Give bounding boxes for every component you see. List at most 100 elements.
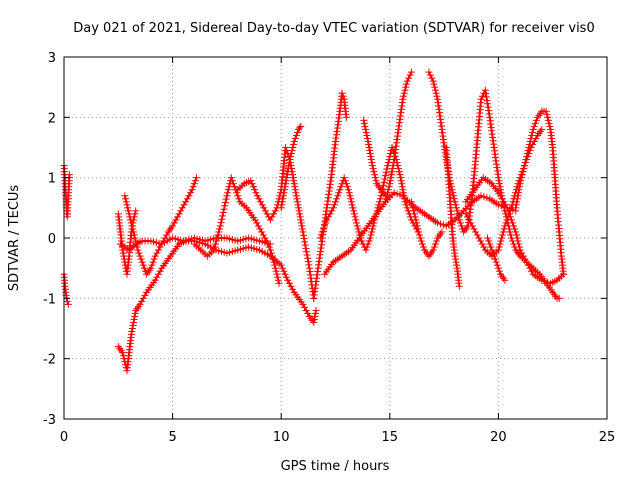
- data-point: [497, 237, 505, 245]
- data-point: [386, 177, 394, 185]
- data-point: [381, 172, 389, 180]
- x-tick-label: 20: [490, 430, 507, 445]
- data-point: [348, 201, 356, 209]
- data-point: [384, 189, 392, 197]
- data-point: [272, 267, 280, 275]
- data-point: [338, 89, 346, 97]
- data-point: [268, 213, 276, 221]
- data-point: [511, 225, 519, 233]
- data-point: [426, 71, 434, 79]
- data-point: [451, 198, 459, 206]
- data-point: [412, 216, 420, 224]
- data-point: [124, 204, 132, 212]
- data-point: [512, 201, 520, 209]
- y-axis-label: SDTVAR / TECUs: [7, 185, 22, 292]
- data-point: [169, 222, 177, 230]
- data-point: [255, 195, 263, 203]
- data-point: [432, 89, 440, 97]
- data-point: [298, 225, 306, 233]
- series-trace-21: [512, 107, 568, 278]
- data-point: [154, 246, 162, 254]
- data-point: [124, 207, 132, 215]
- data-point: [478, 240, 486, 248]
- data-point: [270, 210, 278, 218]
- data-point: [495, 243, 503, 251]
- data-point: [514, 192, 522, 200]
- data-point: [282, 180, 290, 188]
- data-point: [396, 171, 404, 179]
- series-trace-8: [234, 144, 318, 302]
- data-point: [483, 194, 491, 202]
- data-point: [408, 68, 416, 76]
- data-point: [538, 276, 546, 284]
- data-point: [368, 162, 376, 170]
- data-point: [429, 77, 437, 85]
- data-point: [388, 168, 396, 176]
- data-point: [131, 309, 139, 317]
- data-point: [513, 234, 521, 242]
- data-point: [337, 183, 345, 191]
- data-point: [455, 213, 463, 221]
- data-point: [389, 165, 397, 173]
- data-point: [129, 225, 137, 233]
- data-point: [394, 165, 402, 173]
- data-point: [520, 165, 528, 173]
- data-point: [147, 264, 155, 272]
- data-point: [495, 267, 503, 275]
- data-point: [398, 183, 406, 191]
- data-point: [127, 216, 135, 224]
- data-point: [384, 186, 392, 194]
- data-point: [409, 204, 417, 212]
- data-point: [311, 312, 319, 320]
- x-tick-label: 25: [599, 430, 616, 445]
- data-point: [390, 159, 398, 167]
- data-point: [153, 273, 161, 281]
- data-point: [302, 244, 310, 252]
- data-point: [371, 174, 379, 182]
- data-point: [432, 237, 440, 245]
- series-trace-14: [381, 68, 416, 206]
- data-point: [212, 237, 220, 245]
- data-point: [467, 219, 475, 227]
- data-point: [477, 95, 485, 103]
- data-point: [233, 189, 241, 197]
- data-point: [368, 225, 376, 233]
- data-point: [369, 165, 377, 173]
- data-point: [380, 178, 388, 186]
- data-point: [258, 228, 266, 236]
- data-point: [222, 195, 230, 203]
- data-point: [320, 225, 328, 233]
- series-trace-3: [114, 237, 320, 375]
- data-point: [346, 192, 354, 200]
- x-tick-label: 15: [382, 430, 399, 445]
- data-point: [261, 207, 269, 215]
- data-point: [402, 80, 410, 88]
- data-point: [455, 216, 463, 224]
- data-point: [138, 258, 146, 266]
- data-point: [528, 131, 536, 139]
- data-point: [175, 210, 183, 218]
- data-point: [515, 243, 523, 251]
- series-trace-9: [277, 122, 305, 212]
- data-point: [381, 198, 389, 206]
- data-point: [258, 201, 266, 209]
- data-point: [366, 147, 374, 155]
- series-trace-7: [190, 174, 283, 287]
- data-point: [354, 225, 362, 233]
- data-point: [311, 309, 319, 317]
- data-point: [151, 252, 159, 260]
- data-point: [405, 74, 413, 82]
- data-point: [292, 189, 300, 197]
- data-point: [360, 116, 368, 124]
- data-point: [214, 231, 222, 239]
- data-point: [220, 205, 228, 213]
- data-point: [527, 134, 535, 142]
- data-point: [428, 74, 436, 82]
- data-point: [278, 201, 286, 209]
- data-point: [136, 300, 144, 308]
- data-point: [153, 249, 161, 257]
- data-point: [395, 168, 403, 176]
- data-point: [340, 174, 348, 182]
- data-point: [457, 222, 465, 230]
